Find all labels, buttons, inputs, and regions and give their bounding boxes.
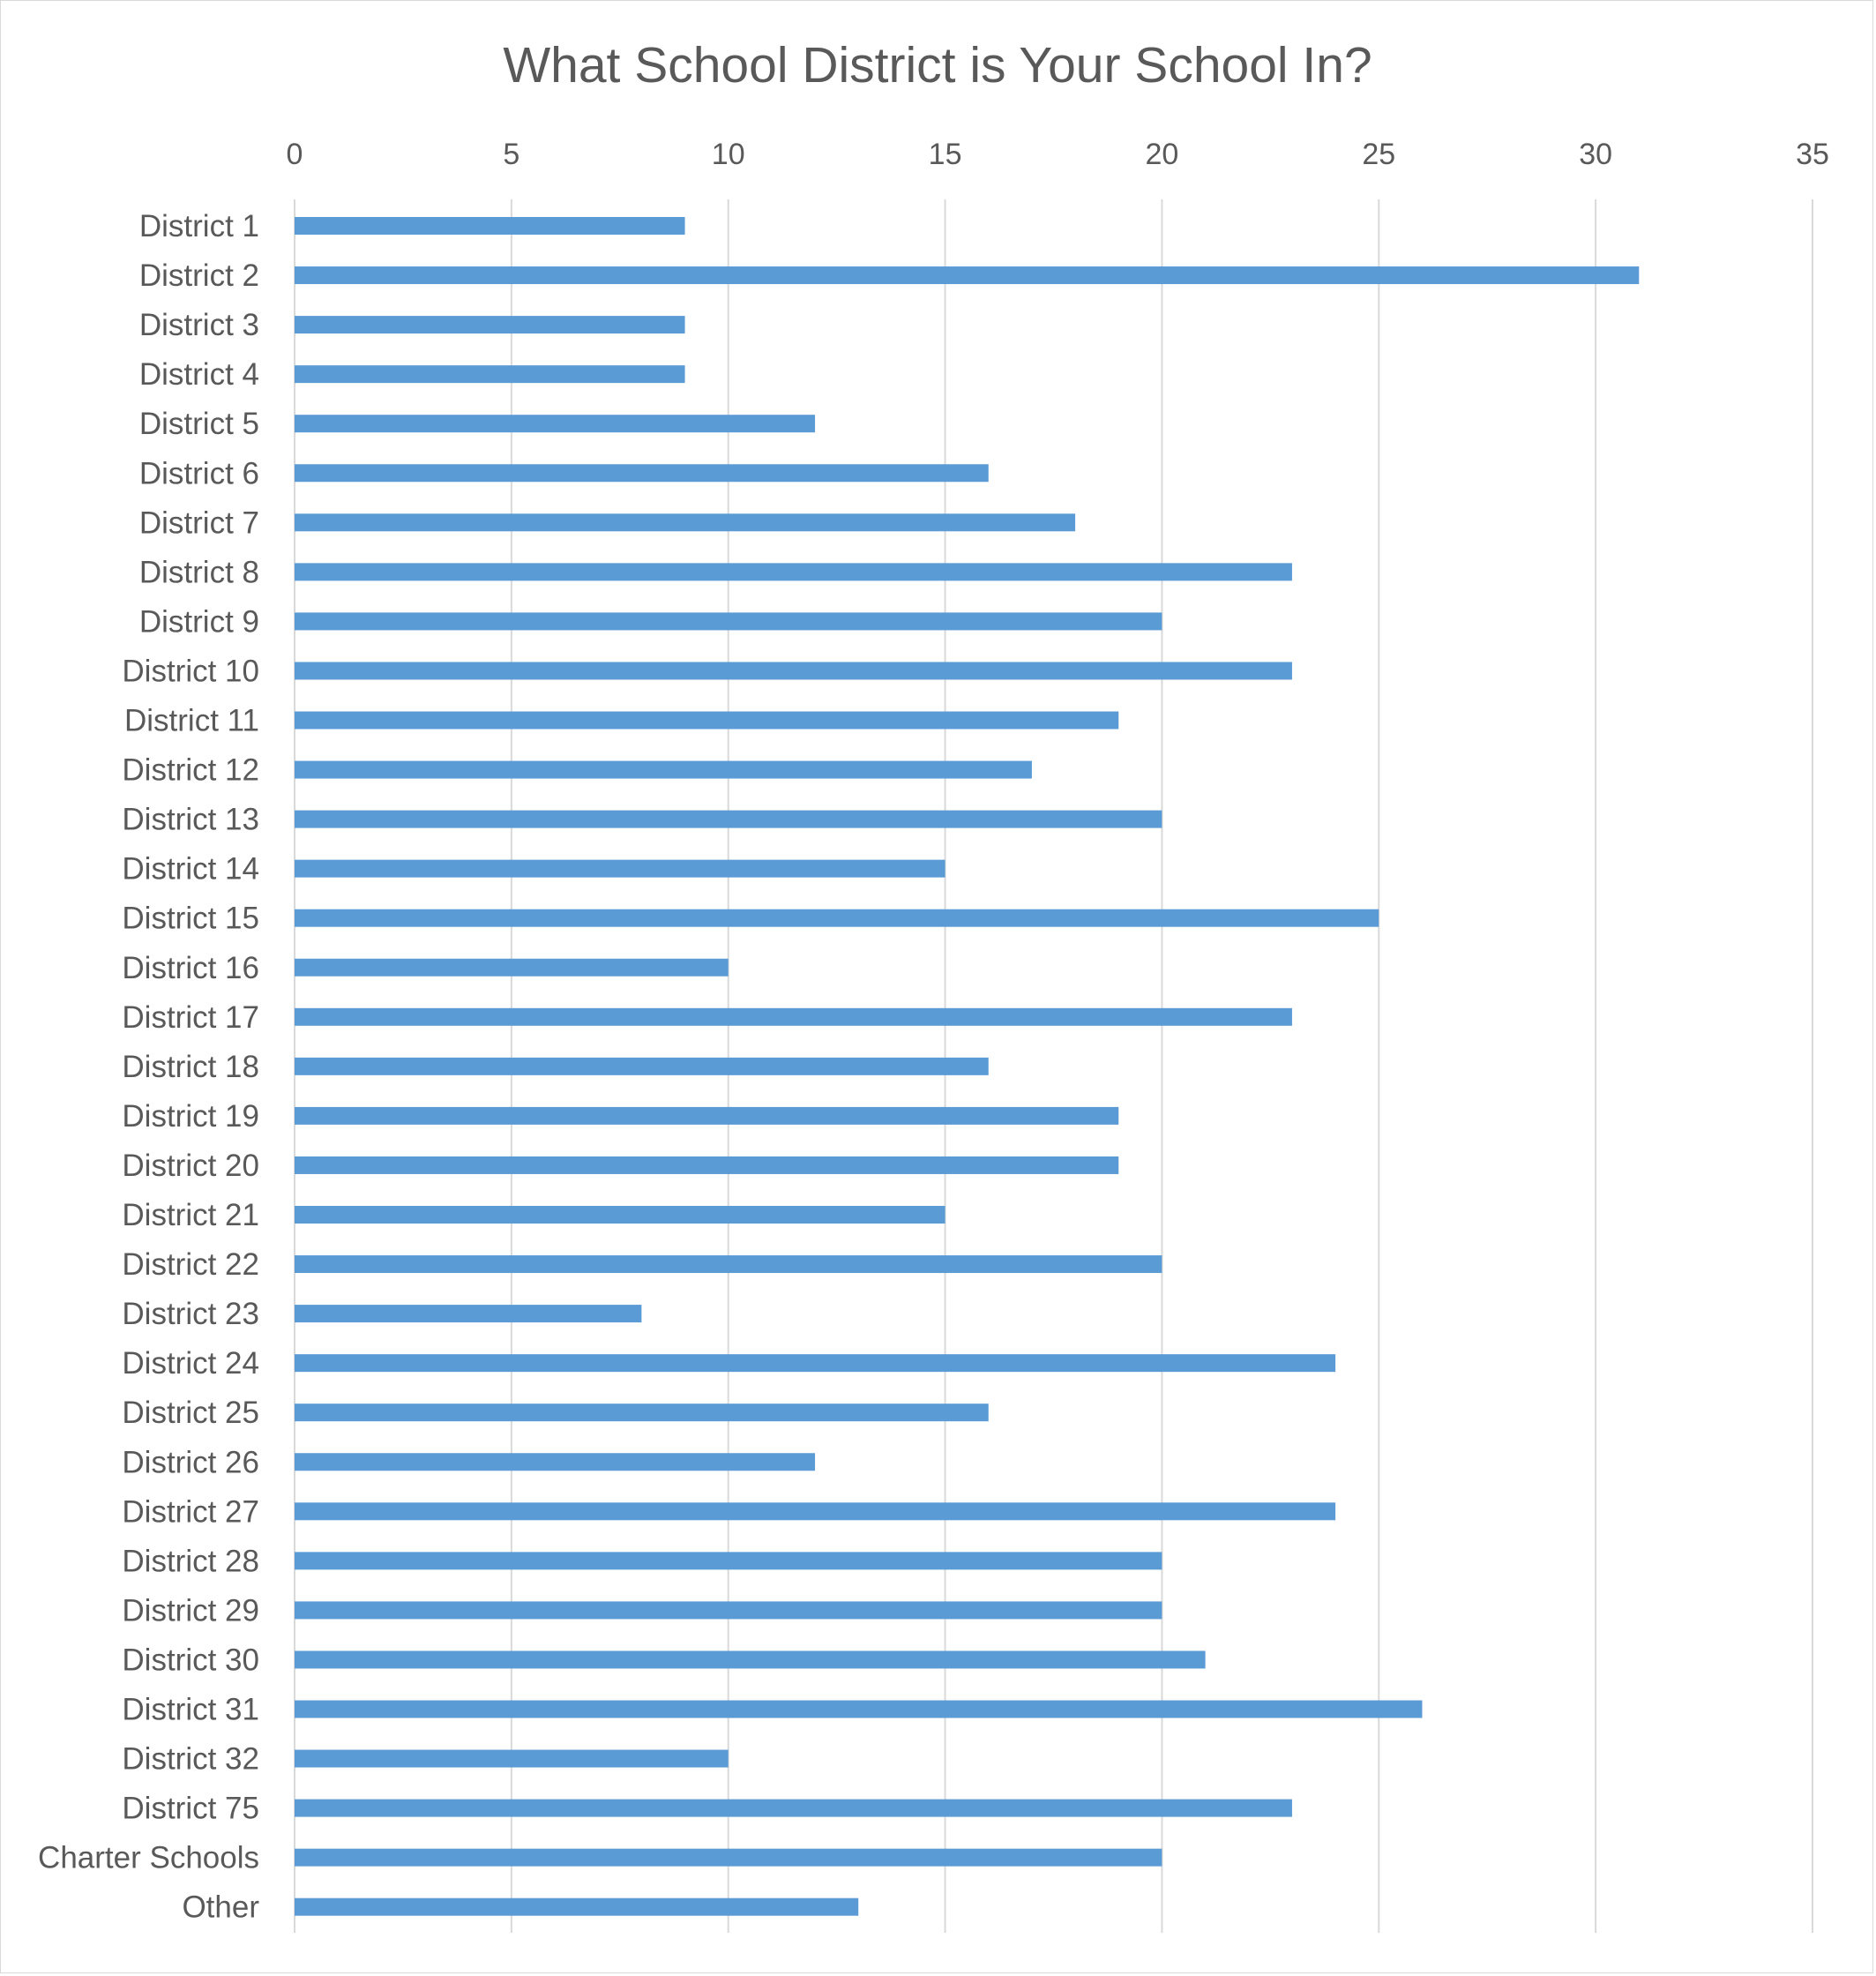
bar bbox=[295, 859, 945, 878]
bar bbox=[295, 365, 685, 384]
category-label: District 15 bbox=[122, 902, 259, 936]
bar bbox=[295, 711, 1119, 730]
category-label: District 1 bbox=[139, 209, 259, 243]
category-label: District 14 bbox=[122, 852, 259, 887]
bar bbox=[295, 266, 1640, 285]
bar bbox=[295, 1749, 729, 1768]
x-tick-label: 20 bbox=[1146, 138, 1179, 171]
category-label: District 27 bbox=[122, 1494, 259, 1529]
bar bbox=[295, 1403, 989, 1422]
bars bbox=[295, 217, 1640, 1916]
category-label: District 32 bbox=[122, 1742, 259, 1777]
bar bbox=[295, 1700, 1423, 1718]
category-label: District 18 bbox=[122, 1050, 259, 1084]
bar bbox=[295, 1354, 1336, 1373]
category-label: District 5 bbox=[139, 407, 259, 441]
category-label: District 19 bbox=[122, 1099, 259, 1134]
x-tick-label: 15 bbox=[929, 138, 962, 171]
bar bbox=[295, 1305, 642, 1323]
x-tick-label: 0 bbox=[287, 138, 303, 171]
bar bbox=[295, 760, 1032, 779]
category-label: District 21 bbox=[122, 1198, 259, 1232]
category-label: District 23 bbox=[122, 1297, 259, 1331]
bar bbox=[295, 662, 1292, 680]
x-tick-label: 30 bbox=[1579, 138, 1612, 171]
category-label: District 11 bbox=[124, 704, 259, 738]
x-tick-label: 10 bbox=[712, 138, 745, 171]
category-label: District 30 bbox=[122, 1643, 259, 1677]
x-axis-ticks: 0 5 10 15 20 25 30 35 bbox=[287, 138, 1829, 171]
category-label: District 8 bbox=[139, 555, 259, 589]
bar bbox=[295, 1255, 1162, 1274]
category-label: District 22 bbox=[122, 1247, 259, 1282]
bar bbox=[295, 415, 816, 433]
category-label: District 26 bbox=[122, 1445, 259, 1479]
x-tick-label: 25 bbox=[1362, 138, 1395, 171]
bar bbox=[295, 1106, 1119, 1125]
bar bbox=[295, 1848, 1162, 1867]
bar bbox=[295, 1897, 859, 1916]
category-label: District 31 bbox=[122, 1693, 259, 1727]
bar bbox=[295, 316, 685, 334]
x-tick-label: 35 bbox=[1796, 138, 1829, 171]
category-label: District 24 bbox=[122, 1346, 259, 1381]
category-label: District 9 bbox=[139, 604, 259, 639]
bar bbox=[295, 1552, 1162, 1570]
category-label: District 3 bbox=[139, 308, 259, 342]
bar bbox=[295, 1453, 816, 1471]
bar bbox=[295, 958, 729, 977]
category-label: District 6 bbox=[139, 456, 259, 490]
category-label: District 10 bbox=[122, 654, 259, 688]
category-label: District 16 bbox=[122, 951, 259, 985]
category-label: District 20 bbox=[122, 1149, 259, 1183]
category-labels: District 1 District 2 District 3 District 4… bbox=[38, 209, 259, 1925]
bar bbox=[295, 1206, 945, 1224]
category-label: Charter Schools bbox=[38, 1841, 259, 1875]
bar bbox=[295, 909, 1379, 927]
category-label: District 75 bbox=[122, 1792, 259, 1826]
category-label: District 13 bbox=[122, 803, 259, 837]
category-label: District 2 bbox=[139, 258, 259, 293]
category-label: District 29 bbox=[122, 1593, 259, 1628]
bar bbox=[295, 1601, 1162, 1620]
category-label: District 25 bbox=[122, 1396, 259, 1430]
bar bbox=[295, 810, 1162, 828]
bar bbox=[295, 1156, 1119, 1174]
bar bbox=[295, 1502, 1336, 1521]
bar bbox=[295, 1799, 1292, 1817]
bar bbox=[295, 513, 1076, 532]
bar bbox=[295, 612, 1162, 631]
chart-title: What School District is Your School In? bbox=[503, 37, 1372, 94]
bar bbox=[295, 1650, 1206, 1669]
category-label: District 4 bbox=[139, 357, 259, 392]
category-label: District 28 bbox=[122, 1544, 259, 1578]
bar bbox=[295, 464, 989, 483]
bar bbox=[295, 1057, 989, 1075]
category-label: District 12 bbox=[122, 753, 259, 788]
bar bbox=[295, 1007, 1292, 1026]
category-label: District 7 bbox=[139, 505, 259, 540]
x-tick-label: 5 bbox=[503, 138, 519, 171]
category-label: Other bbox=[182, 1890, 259, 1925]
category-label: District 17 bbox=[122, 1000, 259, 1035]
bar bbox=[295, 563, 1292, 581]
bar bbox=[295, 217, 685, 235]
